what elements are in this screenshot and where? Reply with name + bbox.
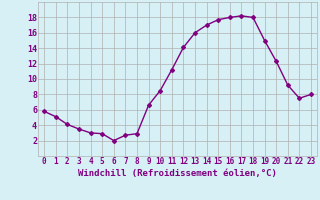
X-axis label: Windchill (Refroidissement éolien,°C): Windchill (Refroidissement éolien,°C) [78, 169, 277, 178]
